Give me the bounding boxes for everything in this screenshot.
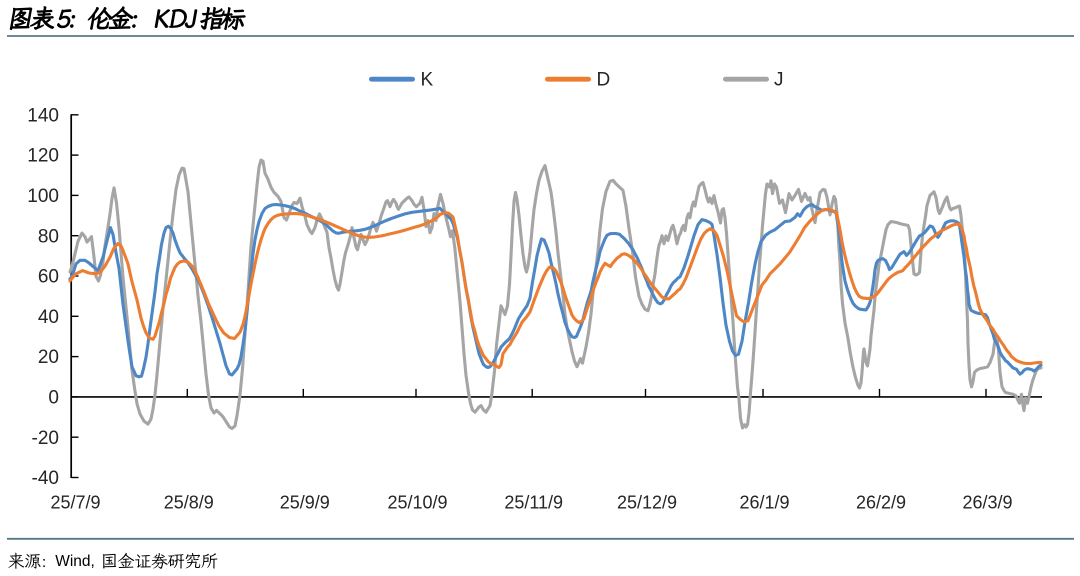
svg-text:0: 0 [48,388,59,409]
svg-text:100: 100 [27,186,59,207]
svg-text:120: 120 [27,146,59,167]
svg-text:26/1/9: 26/1/9 [739,493,789,513]
svg-text:K: K [421,70,434,91]
svg-text:140: 140 [27,105,59,126]
svg-text:25/12/9: 25/12/9 [617,493,677,513]
svg-text:80: 80 [38,226,59,247]
svg-text:26/2/9: 26/2/9 [856,493,906,513]
svg-text:-20: -20 [32,428,59,449]
svg-text:25/11/9: 25/11/9 [504,493,563,513]
svg-text:J: J [774,70,784,91]
svg-text:25/7/9: 25/7/9 [50,493,100,513]
svg-text:25/8/9: 25/8/9 [164,493,214,513]
svg-text:D: D [597,70,611,91]
svg-text:40: 40 [38,307,59,328]
svg-text:-40: -40 [32,468,59,489]
svg-text:26/3/9: 26/3/9 [962,493,1012,513]
svg-text:25/9/9: 25/9/9 [280,493,330,513]
svg-text:60: 60 [38,267,59,288]
svg-text:Wind,: Wind, [55,553,95,570]
svg-text:25/10/9: 25/10/9 [387,493,447,513]
svg-text:20: 20 [38,347,59,368]
